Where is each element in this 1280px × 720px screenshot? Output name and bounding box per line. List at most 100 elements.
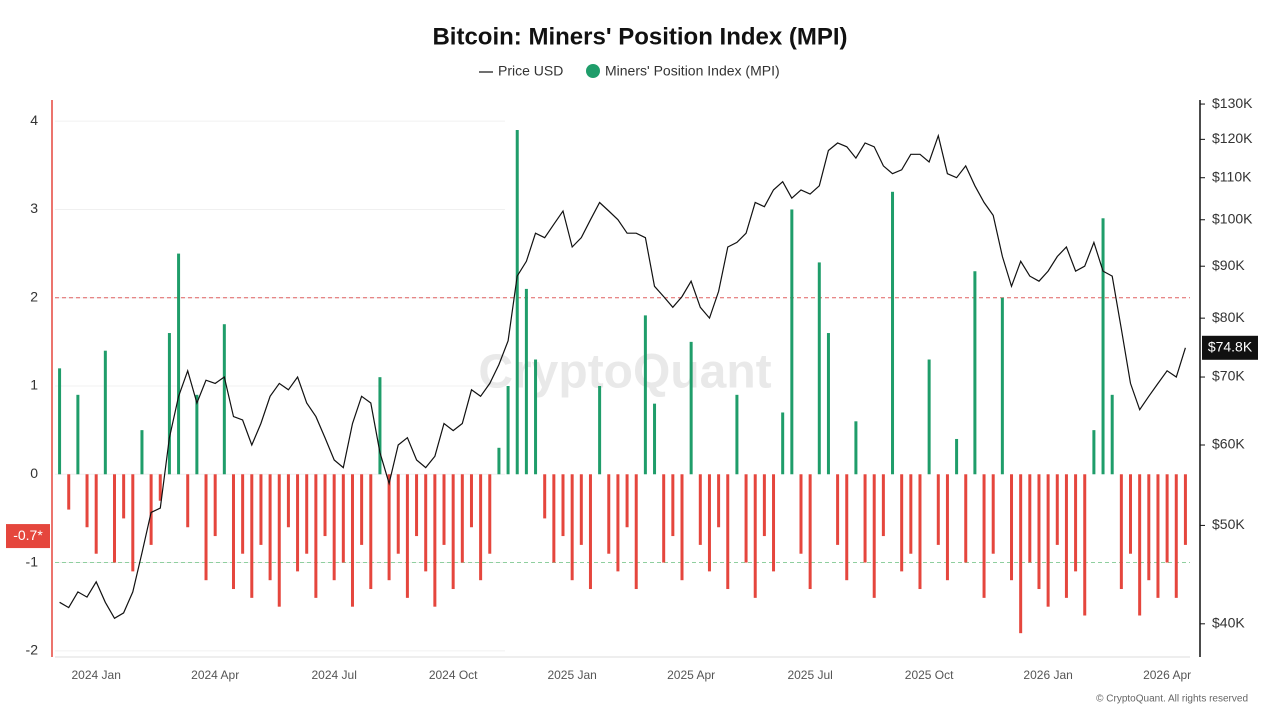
y2-tick-label: $100K [1212, 210, 1253, 226]
bar [653, 403, 657, 475]
x-tick-label: 2025 Jan [547, 668, 596, 682]
bar [1119, 474, 1123, 590]
x-tick-label: 2025 Oct [905, 668, 954, 682]
bar [579, 474, 583, 545]
bar [177, 253, 181, 475]
bar [277, 474, 281, 607]
bar [973, 271, 977, 475]
bar [112, 474, 116, 563]
y2-tick-label: $130K [1212, 95, 1253, 111]
bar [945, 474, 949, 581]
bar [836, 474, 840, 545]
y2-tick-label: $110K [1212, 168, 1252, 184]
bar [497, 447, 501, 475]
bar [1183, 474, 1187, 545]
bar [296, 474, 300, 572]
bar [616, 474, 620, 572]
legend-label[interactable]: Price USD [498, 63, 563, 79]
bar [1165, 474, 1169, 563]
x-tick-label: 2024 Jan [71, 668, 120, 682]
bar [680, 474, 684, 581]
x-tick-label: 2026 Jan [1023, 668, 1072, 682]
bar [1037, 474, 1041, 590]
y2-tick-label: $90K [1212, 257, 1245, 273]
bar [415, 474, 419, 537]
bar [103, 350, 107, 475]
bar [314, 474, 318, 598]
bar [1010, 474, 1014, 581]
bar [863, 474, 867, 563]
bar [534, 359, 538, 475]
bar [1174, 474, 1178, 598]
bar [982, 474, 986, 598]
bar [625, 474, 629, 528]
y-marker-box [6, 524, 50, 549]
bar [643, 315, 647, 475]
x-tick-label: 2026 Apr [1143, 668, 1191, 682]
chart-title: Bitcoin: Miners' Position Index (MPI) [432, 23, 847, 50]
bar [936, 474, 940, 545]
bar [305, 474, 309, 554]
bar [808, 474, 812, 590]
bar [1055, 474, 1059, 545]
y-marker-label: -0.7* [13, 527, 43, 543]
bar [909, 474, 913, 554]
legend-label[interactable]: Miners' Position Index (MPI) [605, 63, 780, 79]
bar [817, 262, 821, 475]
bar [488, 474, 492, 554]
bar [204, 474, 208, 581]
bar [158, 474, 162, 501]
watermark: CryptoQuant [478, 346, 771, 399]
bar [772, 474, 776, 572]
bar [460, 474, 464, 563]
bar [341, 474, 345, 563]
bar [900, 474, 904, 572]
bar [1083, 474, 1087, 616]
bar [726, 474, 730, 590]
bar [1028, 474, 1032, 563]
y2-marker-label: $74.8K [1208, 338, 1253, 354]
bar [94, 474, 98, 554]
bar [451, 474, 455, 590]
x-tick-label: 2024 Jul [311, 668, 356, 682]
bar [250, 474, 254, 598]
bar [195, 394, 199, 475]
bar [286, 474, 290, 528]
y-tick-label: -1 [26, 553, 39, 569]
bar [561, 474, 565, 537]
bar [671, 474, 675, 537]
bar [891, 191, 895, 475]
bar [131, 474, 135, 572]
bar [332, 474, 336, 581]
bar [854, 421, 858, 475]
bar [744, 474, 748, 563]
credit: © CryptoQuant. All rights reserved [1096, 694, 1248, 705]
bar [231, 474, 235, 590]
bar [735, 394, 739, 475]
bar [387, 474, 391, 581]
bar [515, 130, 519, 475]
bar [552, 474, 556, 563]
bar [955, 438, 959, 475]
bar [360, 474, 364, 545]
bar [1129, 474, 1133, 554]
bar [1000, 297, 1004, 475]
bar [662, 474, 666, 563]
bar [85, 474, 89, 528]
bar [1046, 474, 1050, 607]
bar [323, 474, 327, 537]
bar [1064, 474, 1068, 598]
bar [1074, 474, 1078, 572]
bar [1156, 474, 1160, 598]
bar [570, 474, 574, 581]
y2-tick-label: $40K [1212, 615, 1245, 631]
bar [76, 394, 80, 475]
bar [1110, 394, 1114, 475]
bar [717, 474, 721, 528]
bar [67, 474, 71, 510]
bar [698, 474, 702, 545]
bar [469, 474, 473, 528]
y2-tick-label: $120K [1212, 130, 1253, 146]
x-tick-label: 2024 Oct [429, 668, 478, 682]
